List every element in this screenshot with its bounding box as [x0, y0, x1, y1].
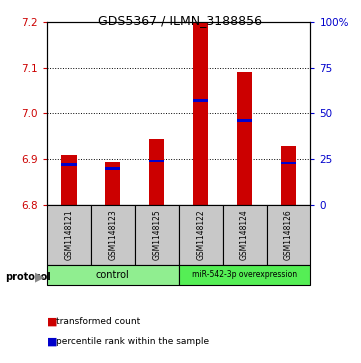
Text: ■: ■ [47, 316, 57, 326]
Text: percentile rank within the sample: percentile rank within the sample [56, 337, 209, 346]
Text: GSM1148126: GSM1148126 [284, 210, 293, 260]
Bar [135, 205, 179, 265]
Bar [105, 162, 121, 205]
Text: GSM1148124: GSM1148124 [240, 210, 249, 260]
Bar [237, 119, 252, 122]
Bar [223, 205, 266, 265]
Bar [179, 265, 310, 285]
Text: GDS5367 / ILMN_3188856: GDS5367 / ILMN_3188856 [99, 15, 262, 28]
Text: GSM1148122: GSM1148122 [196, 210, 205, 260]
Text: ■: ■ [47, 336, 57, 346]
Bar [193, 99, 208, 102]
Text: GSM1148125: GSM1148125 [152, 210, 161, 260]
Bar [61, 155, 77, 205]
Text: protocol: protocol [5, 272, 51, 282]
Bar [149, 160, 164, 163]
Bar [47, 265, 179, 285]
Bar [47, 205, 91, 265]
Text: GSM1148123: GSM1148123 [108, 210, 117, 260]
Bar [266, 205, 310, 265]
Bar [193, 22, 208, 205]
Bar [237, 72, 252, 205]
Bar [105, 167, 121, 170]
Bar [179, 205, 223, 265]
Bar [281, 162, 296, 164]
Text: miR-542-3p overexpression: miR-542-3p overexpression [192, 270, 297, 280]
Bar [281, 146, 296, 205]
Bar [91, 205, 135, 265]
Text: transformed count: transformed count [56, 317, 140, 326]
Bar [61, 163, 77, 166]
Text: control: control [96, 270, 130, 280]
Bar [149, 139, 164, 205]
Text: GSM1148121: GSM1148121 [64, 210, 73, 260]
Text: ▶: ▶ [35, 271, 45, 284]
